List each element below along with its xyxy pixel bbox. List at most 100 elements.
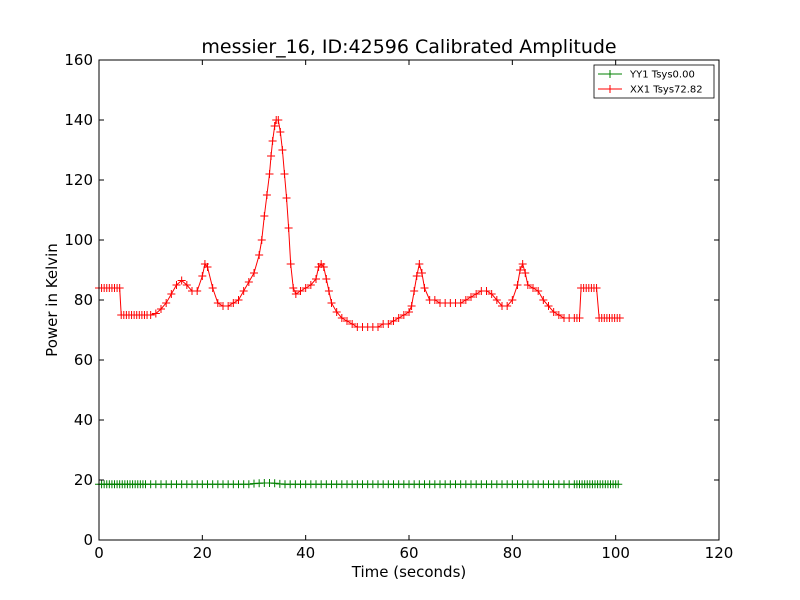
data-point-1-66	[319, 263, 328, 271]
y-tick-label-0: 0	[83, 531, 93, 549]
data-point-1-100	[472, 290, 481, 298]
data-point-1-62	[306, 281, 315, 289]
data-point-1-26	[177, 276, 186, 285]
data-point-1-87	[412, 272, 421, 280]
legend-box	[593, 64, 715, 99]
data-point-1-58	[289, 284, 298, 292]
data-point-0-43	[270, 479, 279, 488]
y-tick-label-7: 140	[64, 111, 93, 129]
legend-marker-xx1	[606, 85, 614, 93]
data-point-1-106	[503, 302, 512, 310]
data-point-1-97	[456, 299, 465, 307]
data-point-1-78	[374, 323, 382, 331]
x-tick-label-0: 0	[94, 544, 104, 562]
tick-labels-layer: 0 20 40 60 80 100 120 0 20 40 60 80 100 120 140 160	[64, 51, 733, 562]
data-point-1-33	[208, 284, 217, 292]
data-point-1-43	[257, 236, 266, 244]
data-point-0-118	[614, 480, 623, 489]
data-point-1-53	[278, 146, 287, 154]
data-point-1-61	[301, 284, 310, 292]
data-point-1-73	[348, 320, 357, 328]
data-point-1-90	[420, 284, 429, 292]
data-point-1-21	[151, 309, 160, 318]
legend-label-yy1: YY1 Tsys0.00	[629, 70, 695, 81]
data-point-1-63	[312, 275, 320, 283]
data-point-1-34	[213, 299, 222, 307]
series-1	[95, 116, 624, 331]
y-tick-label-3: 60	[74, 351, 93, 369]
data-point-1-48	[268, 137, 277, 145]
data-point-1-98	[461, 296, 470, 304]
data-point-1-69	[327, 299, 336, 307]
data-point-1-36	[224, 302, 233, 310]
data-point-1-82	[394, 314, 403, 322]
data-point-1-40	[244, 278, 253, 286]
chart-title: messier_16, ID:42596 Calibrated Amplitud…	[201, 36, 616, 58]
data-point-1-113	[529, 284, 537, 292]
data-point-1-116	[544, 302, 553, 310]
data-point-1-57	[286, 260, 295, 268]
data-point-1-68	[324, 287, 333, 295]
data-point-1-44	[260, 212, 269, 220]
data-point-1-22	[157, 305, 165, 313]
data-point-1-67	[322, 275, 331, 283]
data-point-1-86	[410, 287, 419, 295]
data-point-1-41	[250, 269, 258, 277]
data-point-1-42	[255, 251, 264, 259]
data-point-1-110	[518, 260, 527, 268]
data-point-1-84	[405, 308, 413, 316]
y-tick-label-1: 20	[74, 471, 93, 489]
data-point-1-39	[239, 287, 248, 295]
series-layer	[95, 116, 624, 489]
data-point-1-59	[291, 290, 300, 298]
data-point-1-60	[296, 287, 305, 295]
data-point-1-118	[554, 311, 563, 319]
y-tick-label-8: 160	[64, 51, 93, 69]
data-point-1-117	[549, 308, 558, 316]
x-axis-label: Time (seconds)	[351, 563, 467, 581]
data-point-0-38	[244, 480, 253, 489]
data-point-1-55	[282, 194, 291, 202]
data-point-1-20	[146, 311, 155, 319]
data-point-1-8	[115, 284, 124, 292]
data-point-1-85	[407, 302, 416, 310]
data-point-1-81	[389, 317, 398, 325]
data-point-1-46	[265, 170, 274, 178]
data-point-1-29	[193, 287, 202, 295]
data-point-1-103	[487, 290, 496, 298]
x-tick-label-1: 20	[193, 544, 212, 562]
data-point-1-38	[234, 296, 243, 304]
plot-area	[99, 60, 719, 540]
series-line-1	[99, 119, 620, 328]
y-tick-label-5: 100	[64, 231, 93, 249]
data-point-1-70	[332, 308, 341, 316]
data-point-1-83	[399, 311, 408, 319]
data-point-1-130	[592, 284, 601, 292]
data-point-1-112	[523, 281, 532, 289]
data-point-1-102	[482, 287, 491, 295]
x-tick-label-3: 60	[399, 544, 418, 562]
y-tick-label-6: 120	[64, 171, 93, 189]
data-point-1-47	[267, 152, 276, 160]
data-point-1-99	[467, 293, 475, 301]
x-tick-label-6: 120	[705, 544, 734, 562]
y-tick-label-4: 80	[74, 291, 93, 309]
legend-label-xx1: XX1 Tsys72.82	[630, 85, 703, 96]
data-point-1-123	[575, 314, 584, 322]
data-point-1-71	[337, 314, 346, 322]
data-point-1-88	[415, 260, 424, 268]
data-point-1-32	[203, 263, 212, 271]
y-axis-label: Power in Kelvin	[43, 243, 61, 357]
data-point-1-25	[172, 281, 181, 289]
data-point-1-30	[198, 272, 207, 280]
data-point-1-49	[270, 122, 279, 130]
x-tick-label-2: 40	[296, 544, 315, 562]
data-point-1-89	[417, 269, 426, 277]
data-point-1-54	[280, 170, 289, 178]
data-point-1-115	[539, 296, 548, 304]
ticks-layer	[98, 59, 720, 541]
data-point-1-27	[182, 281, 191, 289]
data-point-1-92	[430, 296, 439, 304]
data-point-1-139	[615, 314, 624, 322]
